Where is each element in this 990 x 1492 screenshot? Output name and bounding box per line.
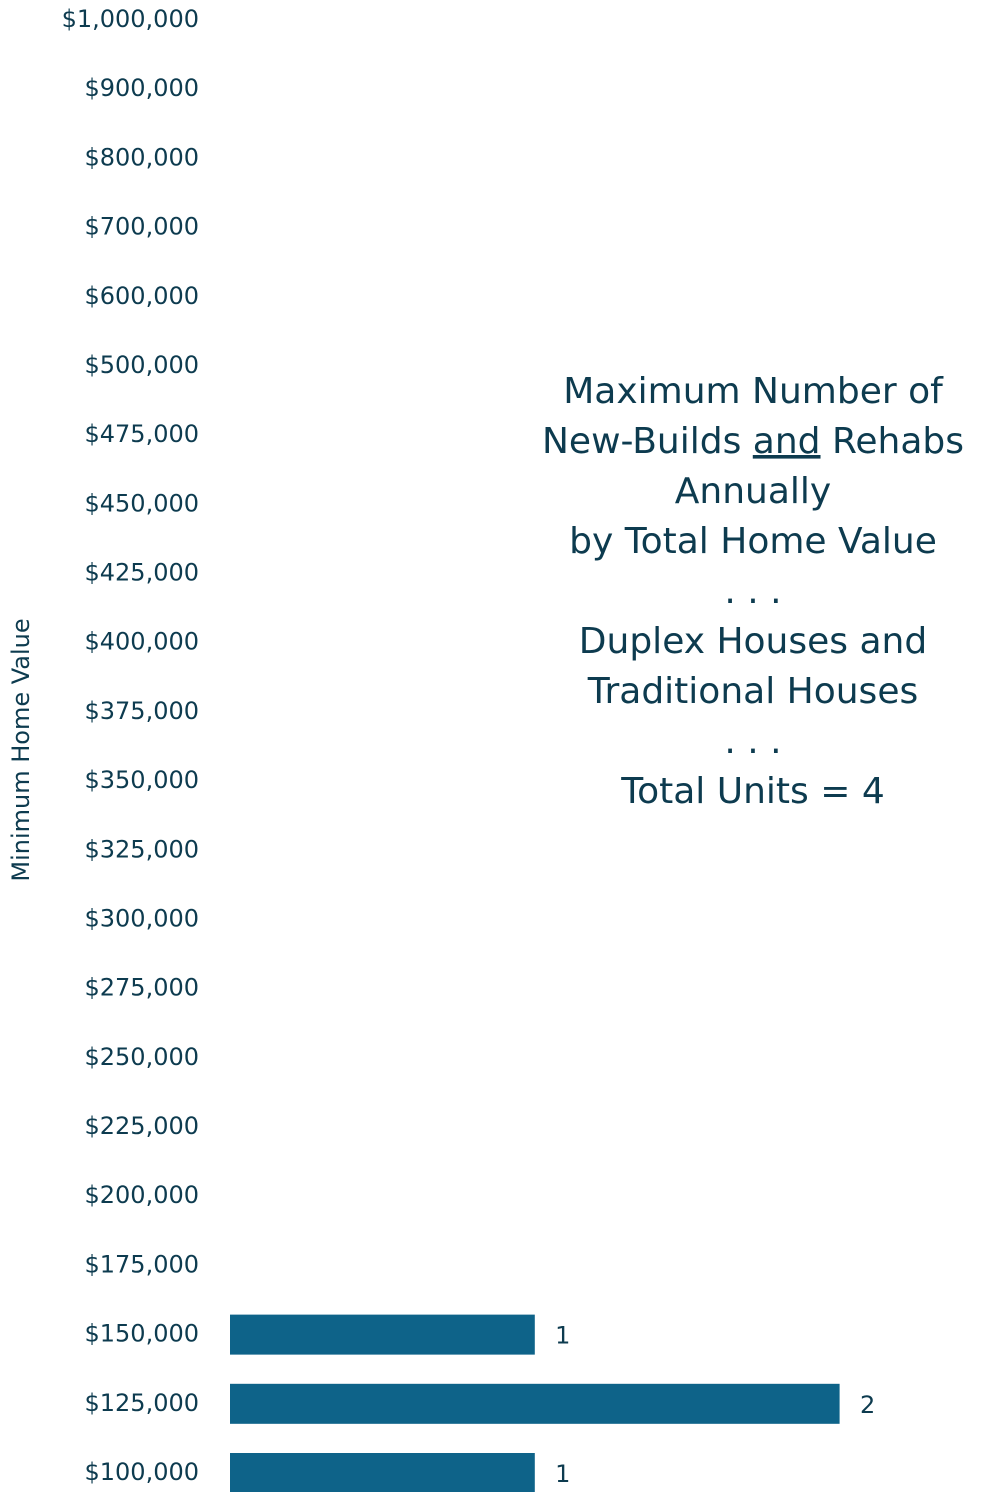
chart-title-part: Rehabs: [821, 421, 964, 462]
y-tick-label: $300,000: [84, 904, 199, 932]
y-tick-label: $325,000: [84, 835, 199, 863]
y-tick-label: $225,000: [84, 1112, 199, 1140]
y-tick-label: $475,000: [84, 420, 199, 448]
y-tick-label: $100,000: [84, 1458, 199, 1486]
y-tick-label: $275,000: [84, 974, 199, 1002]
chart-title-line: New-Builds and Rehabs: [542, 421, 964, 462]
y-tick-label: $250,000: [84, 1043, 199, 1071]
chart-title-line: Annually: [675, 471, 831, 512]
chart-title-line: Total Units = 4: [620, 771, 885, 812]
y-tick-label: $450,000: [84, 489, 199, 517]
chart-title-line: . . .: [724, 571, 781, 612]
y-tick-label: $350,000: [84, 766, 199, 794]
y-tick-label: $1,000,000: [62, 5, 199, 33]
y-tick-label: $800,000: [84, 143, 199, 171]
bar: [230, 1453, 535, 1492]
value-label: 2: [860, 1391, 875, 1419]
y-tick-label: $200,000: [84, 1181, 199, 1209]
chart-title-part: and: [753, 421, 821, 462]
chart-title-line: Traditional Houses: [587, 671, 918, 712]
bar: [230, 1383, 840, 1424]
chart-title-line: by Total Home Value: [569, 521, 937, 562]
y-tick-label: $500,000: [84, 351, 199, 379]
y-tick-label: $125,000: [84, 1389, 199, 1417]
y-tick-label: $150,000: [84, 1320, 199, 1348]
value-label: 1: [555, 1322, 570, 1350]
bar: [230, 1314, 535, 1355]
y-tick-label: $600,000: [84, 282, 199, 310]
chart-title-part: New-Builds: [542, 421, 753, 462]
chart-title-line: . . .: [724, 721, 781, 762]
y-tick-label: $175,000: [84, 1250, 199, 1278]
chart-title-line: Duplex Houses and: [579, 621, 927, 662]
y-tick-label: $425,000: [84, 559, 199, 587]
value-label: 1: [555, 1460, 570, 1488]
y-tick-label: $900,000: [84, 74, 199, 102]
chart-title-line: Maximum Number of: [563, 371, 944, 412]
y-tick-label: $375,000: [84, 697, 199, 725]
y-tick-label: $700,000: [84, 213, 199, 241]
y-axis-label: Minimum Home Value: [7, 618, 35, 881]
y-tick-label: $400,000: [84, 628, 199, 656]
